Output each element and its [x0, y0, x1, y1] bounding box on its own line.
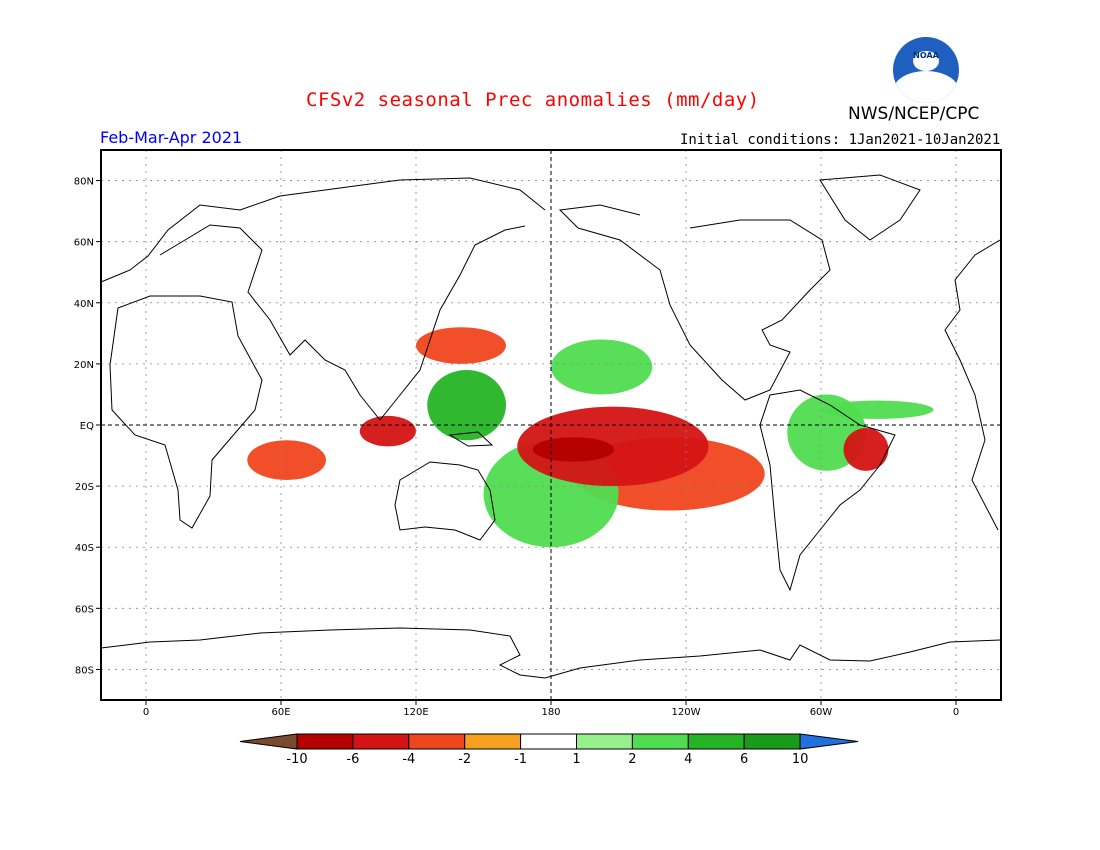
colorbar-swatch	[576, 733, 633, 750]
lat-tick-label: EQ	[80, 421, 94, 432]
colorbar-swatch	[296, 733, 354, 750]
colorbar-tick-label: 6	[740, 752, 748, 767]
graticule	[101, 150, 1001, 700]
noaa-logo: NOAA	[893, 37, 959, 103]
lat-tick-label: 60S	[75, 604, 94, 615]
colorbar-labels: -10 -6 -4 -2 -1 1 2 4 6 10	[286, 752, 808, 767]
colorbar-swatch	[352, 733, 410, 750]
map-title: CFSv2 seasonal Prec anomalies (mm/day)	[306, 89, 760, 111]
colorbar-tick-label: -10	[286, 752, 307, 767]
map-frame	[100, 149, 1002, 701]
colorbar-swatch	[408, 733, 466, 750]
lat-tick-label: 60N	[74, 238, 94, 249]
lon-tick-label: 0	[953, 707, 959, 718]
colorbar-tick-label: -6	[346, 752, 359, 767]
noaa-logo-wave-icon	[893, 71, 959, 103]
anomaly-region	[843, 428, 889, 471]
axis-ticks: 80N 60N 40N 20N EQ 20S 40S 60S 80S 0 60E 120E 180 120…	[74, 177, 959, 718]
season-label: Feb-Mar-Apr 2021	[100, 128, 243, 147]
colorbar-swatch	[464, 733, 522, 750]
initial-conditions-label: Initial conditions: 1Jan2021-10Jan2021	[680, 132, 1001, 148]
coastlines	[100, 174, 1001, 679]
lat-tick-label: 40N	[74, 299, 94, 310]
lon-tick-label: 0	[143, 707, 149, 718]
noaa-logo-text: NOAA	[913, 51, 939, 60]
anomaly-region	[533, 437, 614, 462]
anomaly-region	[416, 327, 506, 364]
colorbar-tick-label: 4	[684, 752, 692, 767]
colorbar-min-arrow	[239, 733, 298, 750]
lat-tick-label: 20S	[75, 482, 94, 493]
colorbar-swatch	[631, 733, 689, 750]
colorbar-tick-label: 10	[792, 752, 809, 767]
lat-tick-label: 40S	[75, 543, 94, 554]
colorbar-tick-label: -4	[402, 752, 415, 767]
anomaly-region	[427, 370, 506, 441]
anomaly-region	[517, 406, 709, 487]
colorbar-swatches	[239, 733, 859, 750]
lat-tick-label: 80S	[75, 665, 94, 676]
lat-tick-label: 80N	[74, 177, 94, 188]
colorbar-tick-label: -2	[458, 752, 471, 767]
anomaly-region	[359, 415, 416, 447]
colorbar-swatch	[743, 733, 801, 750]
lon-tick-label: 60W	[810, 707, 833, 718]
colorbar-max-arrow	[799, 733, 859, 750]
colorbar-tick-label: 2	[628, 752, 636, 767]
colorbar-swatch	[520, 733, 577, 750]
lon-tick-label: 120E	[403, 707, 428, 718]
noaa-logo-bird-icon	[913, 51, 939, 71]
colorbar-tick-label: -1	[514, 752, 527, 767]
colorbar-swatch	[687, 733, 745, 750]
lon-tick-label: 180	[541, 707, 560, 718]
lon-tick-label: 60E	[271, 707, 290, 718]
org-label: NWS/NCEP/CPC	[848, 104, 980, 124]
colorbar-tick-label: 1	[572, 752, 580, 767]
lat-tick-label: 20N	[74, 360, 94, 371]
anomaly-region	[821, 400, 934, 419]
lon-tick-label: 120W	[672, 707, 701, 718]
anomaly-region	[551, 339, 653, 395]
anomaly-region	[247, 440, 326, 480]
